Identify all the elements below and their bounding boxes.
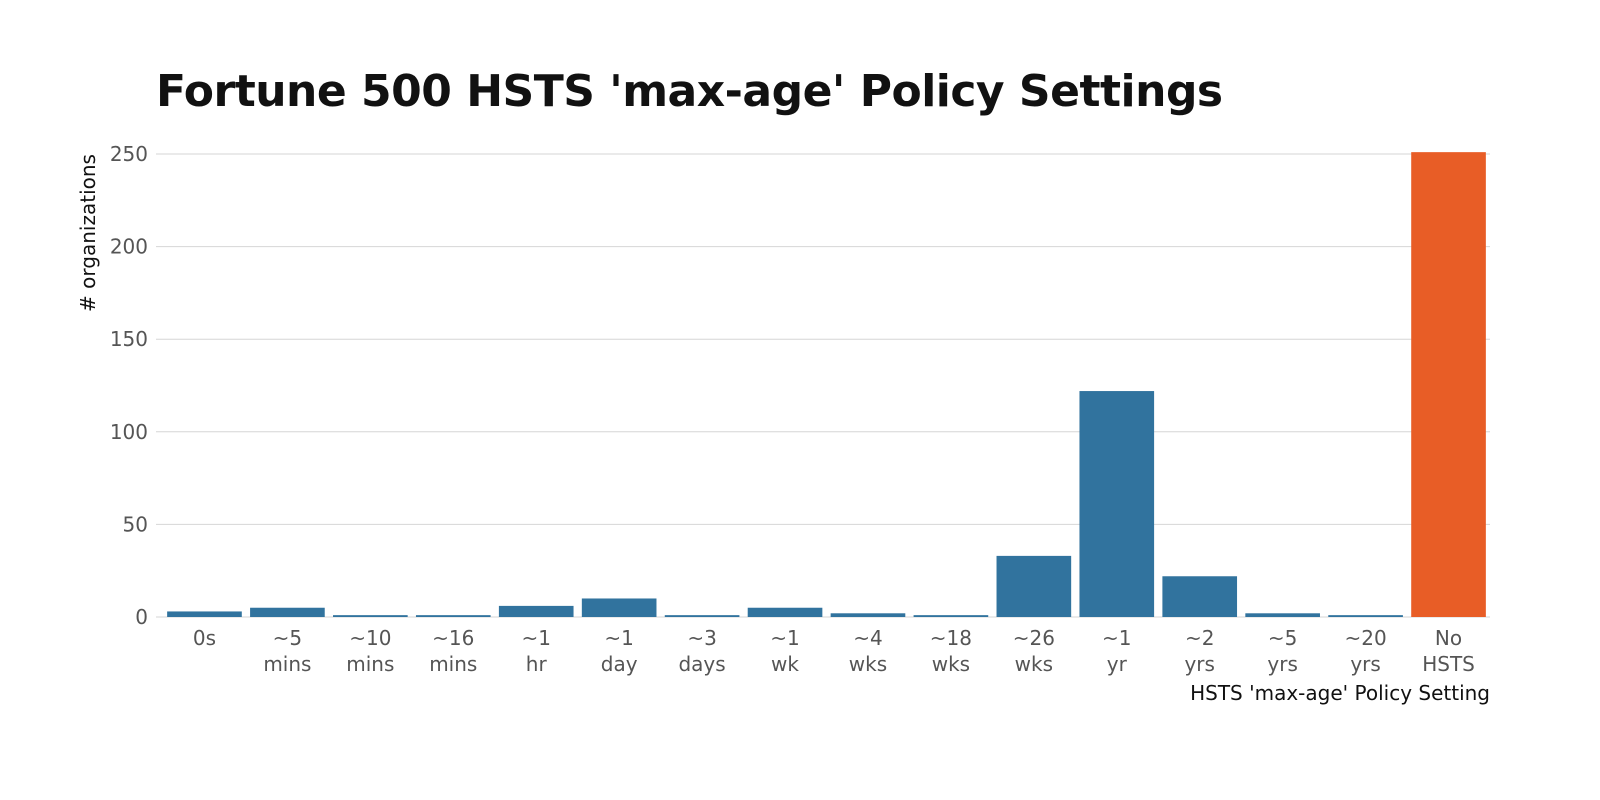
bar-18-wks xyxy=(913,615,989,617)
x-tick-label: ~1 hr xyxy=(521,626,550,676)
x-axis-title: HSTS 'max-age' Policy Setting xyxy=(1190,681,1490,705)
y-tick-label: 200 xyxy=(110,235,148,259)
bar-26-wks xyxy=(996,555,1072,617)
x-tick-label: ~1 wk xyxy=(770,626,799,676)
bars xyxy=(167,152,1486,617)
y-axis-title: # organizations xyxy=(76,154,100,312)
x-tick-label: 0s xyxy=(193,626,216,650)
x-tick-label: ~16 mins xyxy=(429,626,477,676)
chart-title: Fortune 500 HSTS 'max-age' Policy Settin… xyxy=(156,66,1223,117)
bar-2-yrs xyxy=(1162,576,1238,617)
y-tick-label: 0 xyxy=(135,605,148,629)
x-tick-label: ~4 wks xyxy=(849,626,887,676)
bar-1-yr xyxy=(1079,391,1155,617)
bar-0s xyxy=(167,611,242,617)
gridlines xyxy=(156,153,1490,618)
bar-16-mins xyxy=(415,615,491,617)
y-tick-label: 100 xyxy=(110,420,148,444)
x-axis-ticks: 0s ~5 mins ~10 mins ~16 mins ~1 hr ~1 day ~3 days ~1 w… xyxy=(193,626,1475,676)
bar-4-wks xyxy=(830,613,906,617)
x-tick-label: ~1 yr xyxy=(1102,626,1131,676)
x-tick-label: ~20 yrs xyxy=(1344,626,1386,676)
x-tick-label: ~3 days xyxy=(678,626,725,676)
bar-1-day xyxy=(581,598,657,617)
bar-5-yrs xyxy=(1245,613,1320,617)
bar-1-hr xyxy=(498,605,574,617)
x-tick-label: ~18 wks xyxy=(930,626,972,676)
bar-3-days xyxy=(664,615,740,617)
y-tick-label: 50 xyxy=(123,512,148,536)
x-tick-label: No HSTS xyxy=(1422,626,1475,676)
x-tick-label: ~5 yrs xyxy=(1267,626,1297,676)
bar-5-mins xyxy=(250,607,325,617)
x-tick-label: ~1 day xyxy=(601,626,638,676)
bar-1-wk xyxy=(747,607,823,617)
bar-10-mins xyxy=(333,615,408,617)
x-tick-label: ~5 mins xyxy=(263,626,311,676)
x-tick-label: ~10 mins xyxy=(346,626,394,676)
y-tick-label: 150 xyxy=(110,327,148,351)
bar-no-hsts xyxy=(1411,152,1486,617)
bar-20-yrs xyxy=(1328,615,1403,617)
x-tick-label: ~2 yrs xyxy=(1184,626,1214,676)
y-tick-label: 250 xyxy=(110,142,148,166)
y-axis-ticks: 0 50 100 150 200 250 xyxy=(110,142,148,629)
x-tick-label: ~26 wks xyxy=(1013,626,1055,676)
